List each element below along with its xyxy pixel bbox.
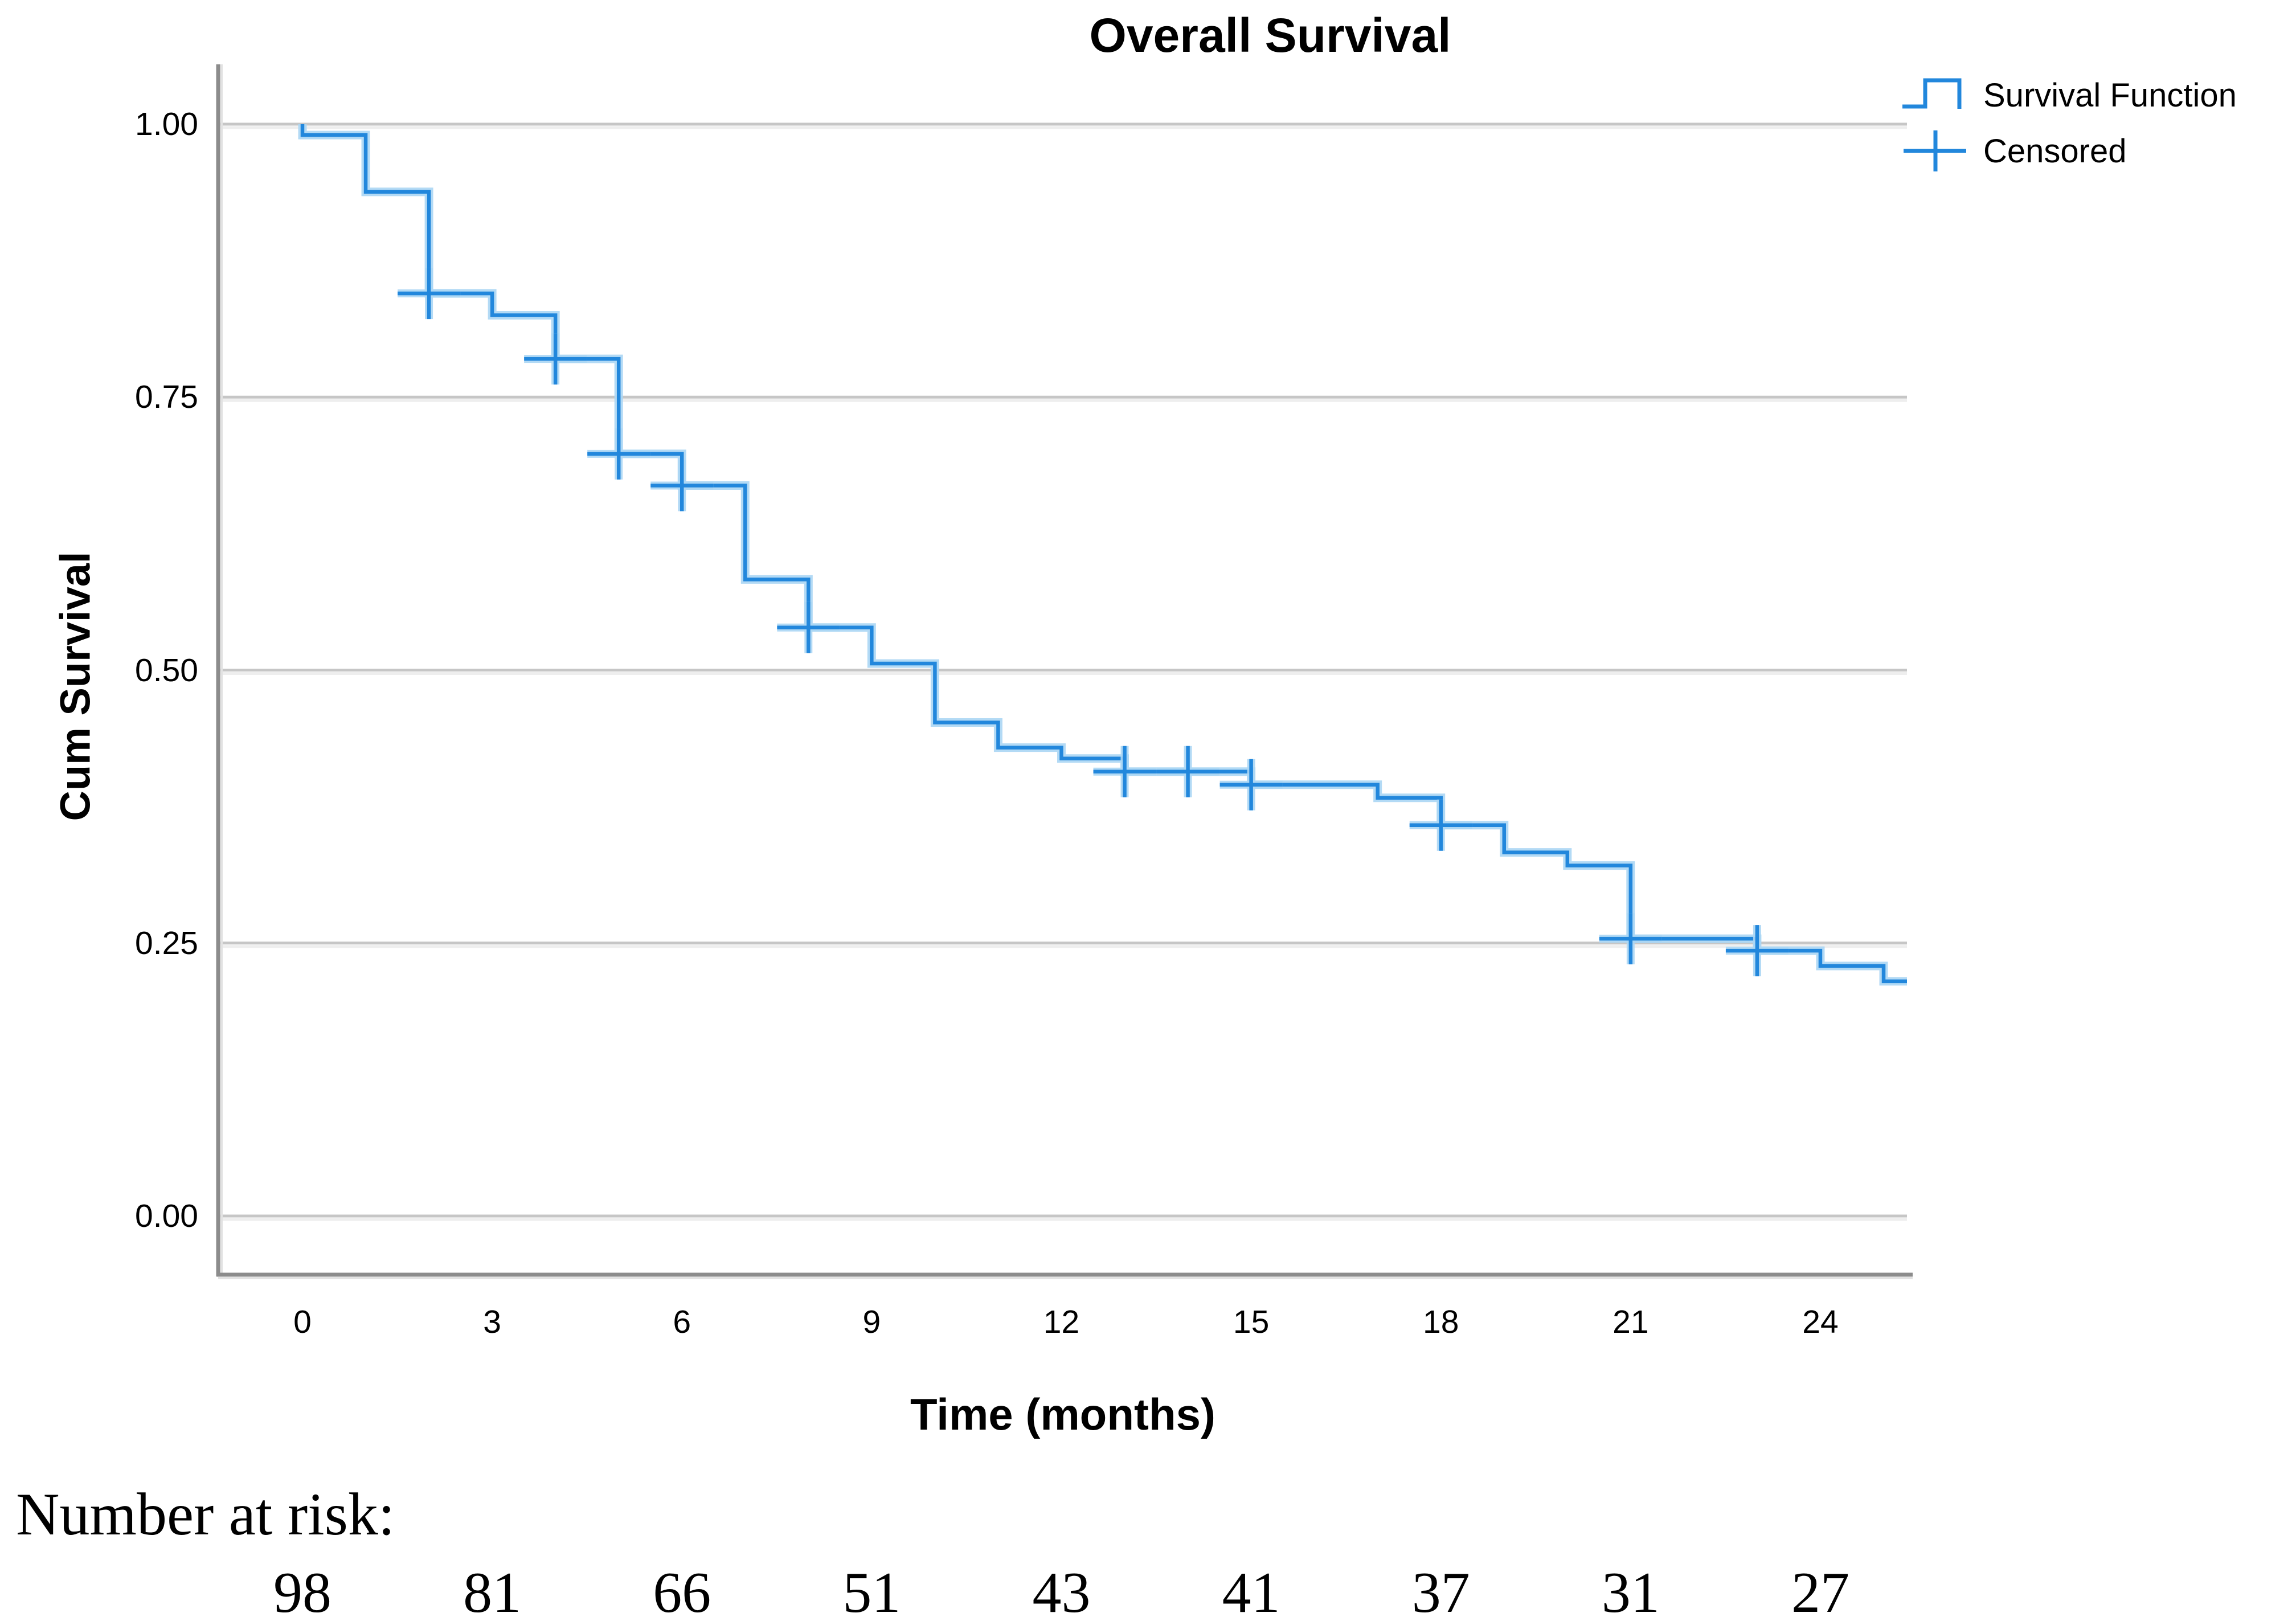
x-tick-label: 21	[1612, 1304, 1649, 1340]
risk-count: 51	[842, 1561, 901, 1617]
x-tick-label: 0	[293, 1304, 312, 1340]
x-tick-label: 6	[673, 1304, 691, 1340]
legend: Survival Function Censored	[1900, 67, 2237, 179]
risk-count: 41	[1222, 1561, 1280, 1617]
x-tick-label: 9	[862, 1304, 881, 1340]
chart-title: Overall Survival	[1089, 9, 1451, 62]
x-tick-label: 12	[1043, 1304, 1080, 1340]
risk-count: 43	[1032, 1561, 1091, 1617]
survival-curve	[298, 124, 1907, 986]
legend-item-survival-function: Survival Function	[1900, 67, 2237, 123]
x-tick-label: 3	[483, 1304, 501, 1340]
x-tick-label: 18	[1423, 1304, 1459, 1340]
risk-count: 81	[463, 1561, 522, 1617]
risk-count: 37	[1411, 1561, 1470, 1617]
x-tick-label: 24	[1802, 1304, 1839, 1340]
y-tick-label: 0.00	[135, 1198, 198, 1234]
legend-item-censored: Censored	[1900, 123, 2237, 179]
y-tick-label: 0.25	[135, 924, 198, 961]
number-at-risk-label: Number at risk:	[16, 1481, 395, 1548]
risk-count: 98	[273, 1561, 331, 1617]
legend-label-survival-function: Survival Function	[1983, 76, 2237, 114]
survival-function-step-icon	[1902, 78, 1962, 109]
risk-count: 66	[653, 1561, 711, 1617]
risk-count: 27	[1791, 1561, 1849, 1617]
y-tick-label: 0.75	[135, 379, 198, 416]
legend-label-censored: Censored	[1983, 132, 2127, 170]
y-axis-title: Cum Survival	[51, 551, 99, 821]
y-tick-label: 1.00	[135, 106, 198, 142]
x-tick-label: 15	[1233, 1304, 1270, 1340]
axes	[216, 64, 1913, 1279]
y-tick-label: 0.50	[135, 652, 198, 689]
censored-plus-icon	[1904, 130, 1966, 171]
x-axis-title: Time (months)	[910, 1389, 1215, 1439]
censored-marks	[398, 268, 1788, 977]
gridlines	[218, 122, 1907, 1221]
risk-count: 31	[1601, 1561, 1660, 1617]
